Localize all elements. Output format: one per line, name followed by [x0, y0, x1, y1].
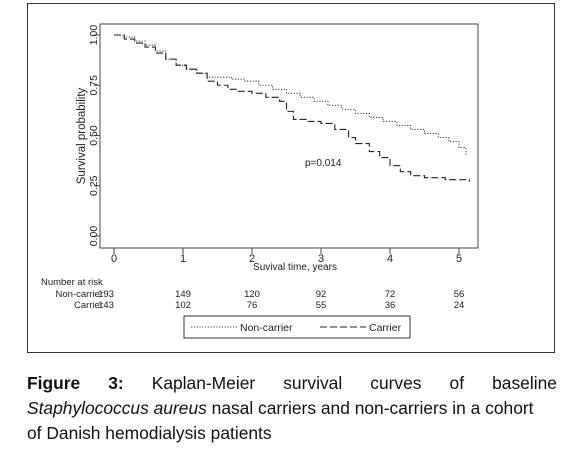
plot-area: [114, 34, 470, 182]
kaplan-meier-chart: 0.00 0.25 0.50 0.75 1.00 0 1 2 3 4 5 Survival prob…: [41, 23, 479, 339]
x-tick-label: 5: [456, 253, 462, 265]
caption-figure-number: 3:: [108, 373, 124, 393]
caption-word: survival: [283, 373, 343, 393]
legend: Non-carrier Carrier: [183, 315, 411, 339]
risk-cell: 149: [175, 289, 191, 300]
plot-frame: [99, 23, 479, 249]
risk-cell: 102: [175, 300, 191, 311]
caption-figure-label: Figure: [27, 373, 81, 393]
x-tick-label: 4: [387, 253, 393, 265]
x-tick-label: 1: [180, 253, 186, 265]
risk-row-label: Non-carrier: [55, 289, 103, 300]
figure-caption: Figure 3: Kaplan-Meier survival curves o…: [27, 371, 557, 446]
figure-frame: 0.00 0.25 0.50 0.75 1.00 0 1 2 3 4 5 Survival prob…: [27, 3, 555, 353]
risk-row-label: Carrier: [74, 300, 103, 311]
y-tick-label: 0.25: [88, 175, 100, 196]
risk-cell: 193: [98, 289, 114, 300]
caption-word: curves: [370, 373, 422, 393]
caption-line-3: of Danish hemodialysis patients: [27, 423, 272, 443]
caption-word: baseline: [492, 373, 557, 393]
x-tick-label: 2: [249, 253, 255, 265]
series-line-non-carrier: [114, 34, 467, 156]
legend-box: [183, 315, 411, 339]
risk-cell: 143: [98, 300, 114, 311]
risk-cell: 55: [316, 300, 327, 311]
risk-cell: 36: [385, 300, 396, 311]
y-tick-label: 1.00: [88, 25, 100, 46]
risk-cell: 24: [454, 300, 465, 311]
x-tick-label: 3: [318, 253, 324, 265]
risk-cell: 76: [247, 300, 258, 311]
p-value-annotation: p=0.014: [305, 158, 342, 169]
y-tick-label: 0.75: [88, 75, 100, 96]
caption-line-1: Figure 3: Kaplan-Meier survival curves o…: [27, 371, 557, 396]
y-axis-label: Survival probability: [76, 87, 88, 184]
y-tick-label: 0.00: [88, 226, 100, 247]
risk-cell: 92: [316, 289, 327, 300]
caption-word: of: [449, 373, 465, 393]
risk-cell: 72: [385, 289, 396, 300]
risk-cell: 120: [244, 289, 260, 300]
risk-cell: 56: [454, 289, 465, 300]
legend-label-non-carrier: Non-carrier: [240, 322, 293, 334]
caption-text: nasal carriers and non-carriers in a coh…: [206, 398, 534, 418]
legend-label-carrier: Carrier: [369, 322, 402, 334]
caption-species: Staphylococcus aureus: [27, 398, 207, 418]
caption-line-2: Staphylococcus aureus nasal carriers and…: [27, 396, 557, 421]
series-line-carrier: [114, 34, 470, 182]
y-tick-label: 0.50: [88, 125, 100, 146]
x-tick-label: 0: [111, 253, 117, 265]
risk-table-title: Number at risk: [41, 277, 103, 288]
caption-word: Kaplan-Meier: [151, 373, 256, 393]
axes: 0.00 0.25 0.50 0.75 1.00 0 1 2 3 4 5: [88, 23, 479, 265]
x-axis-label: Suvival time, years: [253, 262, 337, 273]
